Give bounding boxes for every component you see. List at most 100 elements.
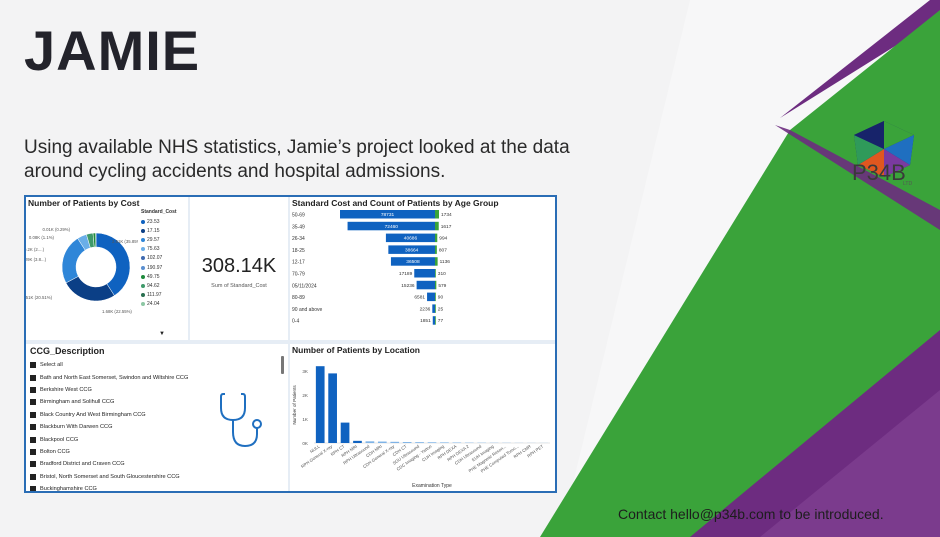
slicer-scrollbar[interactable] [281, 356, 284, 374]
cost-data-label: 72460 [385, 224, 399, 230]
location-bar[interactable] [365, 441, 375, 443]
location-bar[interactable] [353, 440, 362, 443]
count-bar[interactable] [435, 233, 438, 243]
cost-bar[interactable] [416, 280, 435, 290]
legend-swatch [141, 237, 145, 242]
count-bar[interactable] [435, 280, 437, 290]
legend-item[interactable]: 111.97 [141, 291, 177, 300]
ccg-option-label: Buckinghamshire CCG [40, 486, 97, 491]
donut-slice-label: 0.08K (1.1%) [29, 235, 55, 240]
contact-text: Contact hello@p34b.com to be introduced. [618, 506, 884, 522]
location-bar[interactable] [340, 422, 350, 443]
cost-bar[interactable] [432, 316, 435, 325]
legend-item[interactable]: 94.62 [141, 281, 177, 290]
count-bar[interactable] [435, 292, 436, 302]
cost-bar[interactable] [347, 221, 435, 231]
cost-data-label: 78731 [381, 212, 395, 218]
ccg-option-label: Birmingham and Solihull CCG [40, 399, 115, 406]
legend-item[interactable]: 49.75 [141, 272, 177, 281]
cost-bar[interactable] [427, 292, 435, 302]
count-bar[interactable] [435, 257, 438, 266]
legend-swatch [141, 283, 145, 288]
checkbox[interactable] [30, 362, 36, 369]
age-category-label: 80-89 [292, 295, 305, 301]
legend-scroll-down-icon[interactable]: ▼ [159, 331, 165, 337]
cost-bar[interactable] [414, 269, 435, 278]
legend-label: 94.62 [147, 282, 160, 289]
y-tick-label: 2K [302, 393, 309, 398]
count-bar[interactable] [435, 304, 436, 313]
ccg-option[interactable]: Black Country And West Birmingham CCG [30, 409, 188, 421]
ccg-option-label: Bath and North East Somerset, Swindon an… [40, 374, 189, 381]
donut-slice[interactable] [65, 276, 115, 302]
count-bar[interactable] [435, 245, 437, 254]
y-axis-title: Number of Patients [292, 385, 297, 425]
age-category-label: 26-34 [292, 236, 305, 242]
ccg-option[interactable]: Select all [30, 359, 188, 371]
legend-item[interactable]: 190.97 [141, 263, 177, 272]
count-bar[interactable] [435, 210, 439, 219]
cost-bar[interactable] [432, 304, 435, 313]
cost-bar[interactable] [390, 257, 435, 266]
legend-item[interactable]: 102.07 [141, 254, 177, 263]
legend-label: 49.75 [147, 273, 160, 280]
location-bar[interactable] [315, 366, 325, 443]
ccg-option[interactable]: Birmingham and Solihull CCG [30, 396, 188, 408]
checkbox[interactable] [30, 399, 36, 406]
cost-bar[interactable] [340, 210, 435, 219]
location-bar[interactable] [415, 442, 424, 443]
legend-item[interactable]: 24.04 [141, 300, 177, 309]
cost-data-label: 6581 [414, 295, 425, 301]
checkbox[interactable] [30, 424, 36, 431]
count-data-label: 310 [438, 271, 446, 277]
cost-bar[interactable] [385, 233, 435, 243]
count-data-label: 25 [438, 306, 444, 312]
ccg-option[interactable]: Berkshire West CCG [30, 384, 188, 396]
count-bar[interactable] [435, 316, 436, 325]
count-bar[interactable] [435, 269, 436, 278]
legend-label: 23.53 [147, 218, 160, 225]
y-tick-label: 1K [302, 417, 309, 422]
legend-item[interactable]: 29.57 [141, 235, 177, 244]
cost-data-label: 40686 [404, 236, 418, 242]
legend-swatch [141, 274, 145, 279]
ccg-option[interactable]: Blackpool CCG [30, 433, 188, 445]
legend-swatch [141, 265, 145, 270]
ccg-option[interactable]: Buckinghamshire CCG [30, 483, 188, 491]
checkbox[interactable] [30, 448, 36, 455]
age-category-label: 05/11/2024 [292, 283, 317, 289]
donut-slice-label: 0.01K (0.29%) [43, 227, 71, 232]
checkbox[interactable] [30, 386, 36, 393]
location-bar[interactable] [328, 373, 337, 443]
checkbox[interactable] [30, 461, 36, 468]
ccg-option[interactable]: Bath and North East Somerset, Swindon an… [30, 371, 188, 383]
ccg-list: Select all Bath and North East Somerset, … [30, 359, 188, 491]
ccg-option[interactable]: Bolton CCG [30, 446, 188, 458]
cost-bar[interactable] [388, 245, 435, 254]
age-category-label: 35-49 [292, 224, 305, 230]
legend-item[interactable]: 75.63 [141, 245, 177, 254]
count-data-label: 1136 [440, 259, 451, 265]
count-bar[interactable] [435, 221, 439, 231]
checkbox[interactable] [30, 473, 36, 480]
ccg-option-label: Blackpool CCG [40, 436, 79, 443]
ccg-option[interactable]: Bradford District and Craven CCG [30, 458, 188, 470]
legend-item[interactable]: 23.53 [141, 217, 177, 226]
location-bar[interactable] [440, 442, 449, 443]
ccg-option-label: Black Country And West Birmingham CCG [40, 411, 146, 418]
ccg-option[interactable]: Blackburn With Darwen CCG [30, 421, 188, 433]
location-bar[interactable] [402, 442, 412, 443]
ccg-option[interactable]: Bristol, North Somerset and South Glouce… [30, 471, 188, 483]
legend-label: 102.07 [147, 255, 163, 262]
checkbox[interactable] [30, 486, 36, 491]
checkbox[interactable] [30, 374, 36, 381]
checkbox[interactable] [30, 411, 36, 418]
location-bar[interactable] [390, 441, 400, 443]
legend-label: 111.97 [147, 292, 162, 299]
donut-slice-label: 0.2K (2....) [26, 247, 45, 252]
legend-item[interactable]: 17.15 [141, 226, 177, 235]
location-bar[interactable] [427, 442, 437, 443]
checkbox[interactable] [30, 436, 36, 443]
legend-label: 75.63 [147, 246, 160, 253]
location-bar[interactable] [377, 441, 387, 443]
